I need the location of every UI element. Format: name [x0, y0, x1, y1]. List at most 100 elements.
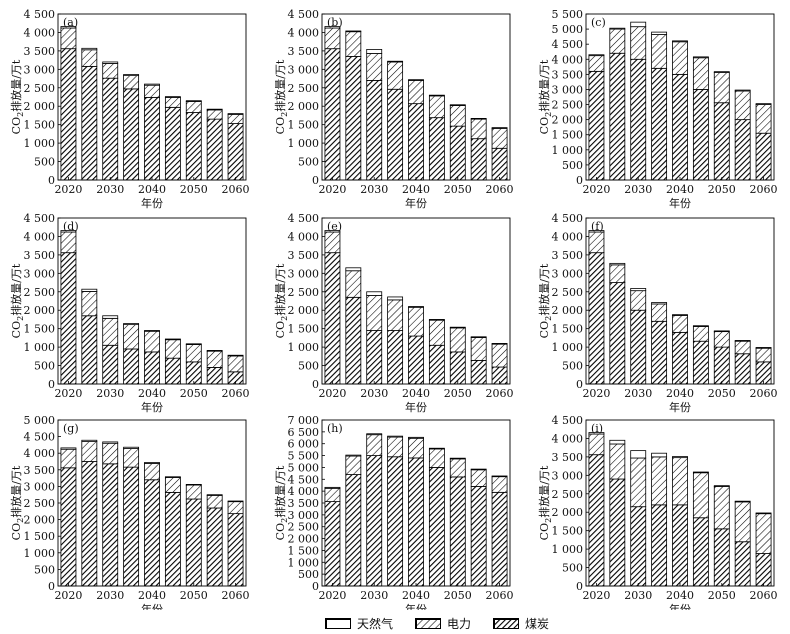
panel-label: (c) [591, 16, 606, 29]
y-tick-label: 1 000 [288, 341, 320, 354]
x-tick-label: 2050 [444, 387, 472, 400]
bar-segment-power [428, 319, 445, 346]
y-tick-label: 4 500 [288, 212, 320, 225]
bar-segment-power [449, 458, 466, 478]
bar-segment-power [60, 231, 77, 254]
y-tick-label: 3 500 [552, 249, 584, 262]
bar-segment-gas [491, 343, 508, 345]
x-tick-label: 2030 [360, 387, 388, 400]
x-tick-label: 2030 [624, 183, 652, 196]
y-tick-label: 1 500 [552, 323, 584, 336]
y-tick-label: 3 500 [24, 45, 56, 58]
y-tick-label: 3 000 [288, 63, 320, 76]
bar-segment-gas [123, 74, 140, 77]
bar-segment-gas [428, 447, 445, 450]
legend: 天然气 电力 煤炭 [325, 614, 563, 632]
bar-segment-power [324, 27, 341, 50]
bar-segment-gas [81, 288, 98, 292]
y-axis-title: CO2排放量/万t [537, 263, 553, 338]
bar-segment-gas [630, 21, 647, 28]
bar-segment-power [713, 331, 730, 348]
panel-label: (g) [63, 422, 79, 435]
x-tick-label: 2050 [708, 589, 736, 602]
y-axis-title: CO2排放量/万t [537, 59, 553, 134]
bar-segment-coal [185, 361, 202, 385]
y-tick-label: 2 000 [288, 100, 320, 113]
bar-segment-gas [60, 447, 77, 450]
bar-segment-coal [345, 296, 362, 385]
bar-segment-power [366, 295, 383, 331]
bar-segment-coal [227, 123, 244, 181]
x-tick-label: 2050 [180, 589, 208, 602]
bar-segment-power [672, 314, 688, 333]
bar-segment-coal [164, 491, 181, 587]
y-tick-label: 1 500 [288, 323, 320, 336]
y-tick-label: 4 500 [552, 414, 584, 427]
y-axis-title: CO2排放量/万t [273, 465, 289, 540]
y-tick-label: 2 000 [24, 514, 56, 527]
bar-segment-coal [387, 330, 404, 385]
y-tick-label: 2 500 [288, 286, 320, 299]
bar-segment-coal [630, 506, 647, 587]
y-tick-label: 3 000 [24, 480, 56, 493]
bar-segment-power [164, 339, 181, 359]
bar-segment-power [60, 448, 77, 469]
y-tick-label: 4 500 [24, 212, 56, 225]
bar-segment-coal [164, 357, 181, 385]
bar-segment-coal [609, 52, 626, 181]
x-tick-label: 2050 [180, 387, 208, 400]
bar-segment-power [713, 485, 730, 530]
bar-segment-power [408, 80, 424, 105]
y-tick-label: 3 000 [552, 469, 584, 482]
bar-segment-coal [428, 117, 445, 181]
y-tick-label: 3 500 [24, 249, 56, 262]
y-tick-label: 5 000 [552, 23, 584, 36]
bar-segment-coal [324, 252, 341, 385]
y-tick-label: 7 000 [288, 414, 320, 427]
bar-segment-power [734, 90, 751, 121]
bar-segment-coal [449, 125, 466, 181]
bar-segment-gas [81, 439, 98, 442]
y-tick-label: 2 500 [552, 488, 584, 501]
bar-segment-coal [692, 517, 709, 587]
chart-panel: 0 500 1 000 1 500 2 000 2 500 3 000 3 500 4 000 4… [537, 8, 778, 210]
legend-label-power: 电力 [447, 616, 472, 631]
y-tick-label: 1 500 [24, 530, 56, 543]
y-tick-label: 4 500 [552, 38, 584, 51]
bar-segment-gas [672, 314, 688, 316]
bar-segment-power [408, 437, 424, 459]
y-tick-label: 4 000 [288, 230, 320, 243]
bar-segment-gas [123, 446, 140, 449]
bar-segment-coal [387, 456, 404, 587]
bar-segment-coal [672, 504, 688, 587]
y-tick-label: 1 500 [552, 129, 584, 142]
bar-segment-power [227, 355, 244, 373]
legend-label-gas: 天然气 [357, 616, 394, 631]
bar-segment-power [428, 448, 445, 468]
y-tick-label: 5 000 [24, 414, 56, 427]
bar-segment-coal [185, 112, 202, 181]
bar-segment-gas [345, 30, 362, 33]
bar-segment-gas [428, 319, 445, 321]
bar-segment-gas [408, 79, 424, 81]
y-tick-label: 5 500 [552, 8, 584, 21]
bar-segment-coal [144, 96, 160, 181]
y-tick-label: 2 000 [552, 506, 584, 519]
bar-segment-power [102, 63, 119, 79]
bar-segment-gas [164, 476, 181, 478]
bar-segment-gas [206, 108, 223, 111]
bar-segment-power [324, 231, 341, 254]
x-tick-label: 2040 [402, 387, 430, 400]
bar-segment-coal [206, 118, 223, 181]
y-tick-label: 1 000 [552, 543, 584, 556]
y-tick-label: 0 [576, 580, 583, 593]
bar-segment-power [366, 53, 383, 81]
bar-segment-power [651, 34, 668, 69]
y-tick-label: 0 [48, 580, 55, 593]
bar-segment-power [206, 350, 223, 368]
x-tick-label: 2060 [222, 183, 250, 196]
y-tick-label: 4 000 [552, 432, 584, 445]
y-axis-title: CO2排放量/万t [9, 59, 25, 134]
y-tick-label: 1 000 [24, 547, 56, 560]
y-tick-label: 1 000 [552, 144, 584, 157]
